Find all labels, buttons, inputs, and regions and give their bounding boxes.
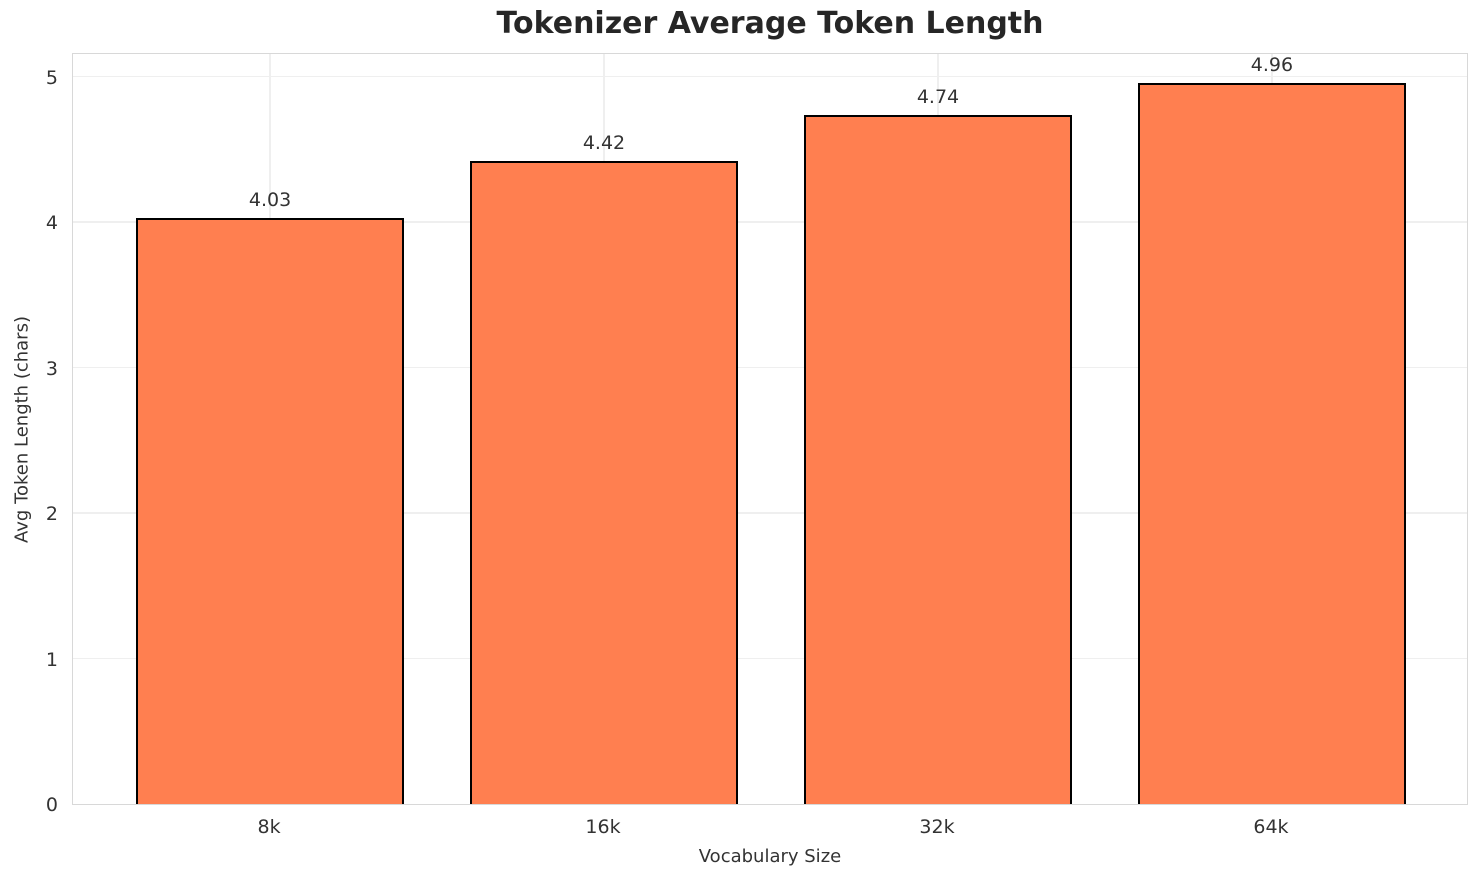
horizontal-gridline [73, 512, 1467, 514]
bar [804, 114, 1072, 804]
y-tick-label: 2 [45, 503, 58, 526]
bar [1138, 82, 1406, 804]
y-tick-label: 0 [45, 794, 58, 816]
plot-area: 4.03 4.42 4.74 4.96 [72, 53, 1468, 805]
horizontal-gridline [73, 657, 1467, 660]
chart-title: Tokenizer Average Token Length [496, 6, 1044, 41]
y-tick-label: 5 [45, 66, 58, 89]
x-tick-label: 64k [1253, 816, 1289, 838]
x-tick-label: 16k [585, 816, 621, 838]
y-tick-label: 4 [45, 212, 58, 235]
horizontal-gridline [73, 75, 1467, 78]
x-tick-label: 32k [919, 816, 955, 838]
bar-value-label: 4.42 [582, 132, 626, 155]
bar-value-label: 4.96 [1250, 53, 1294, 76]
bar-value-label: 4.74 [916, 85, 960, 108]
y-axis-label: Avg Token Length (chars) [11, 316, 33, 543]
y-tick-label: 3 [45, 357, 58, 380]
bar-value-label: 4.03 [248, 188, 292, 211]
x-axis-label: Vocabulary Size [698, 846, 842, 867]
x-tick-label: 8k [257, 816, 281, 838]
bar [136, 217, 404, 804]
y-tick-label: 1 [45, 648, 58, 671]
horizontal-gridline [73, 366, 1467, 369]
horizontal-gridline [73, 221, 1467, 223]
bar [470, 161, 738, 804]
